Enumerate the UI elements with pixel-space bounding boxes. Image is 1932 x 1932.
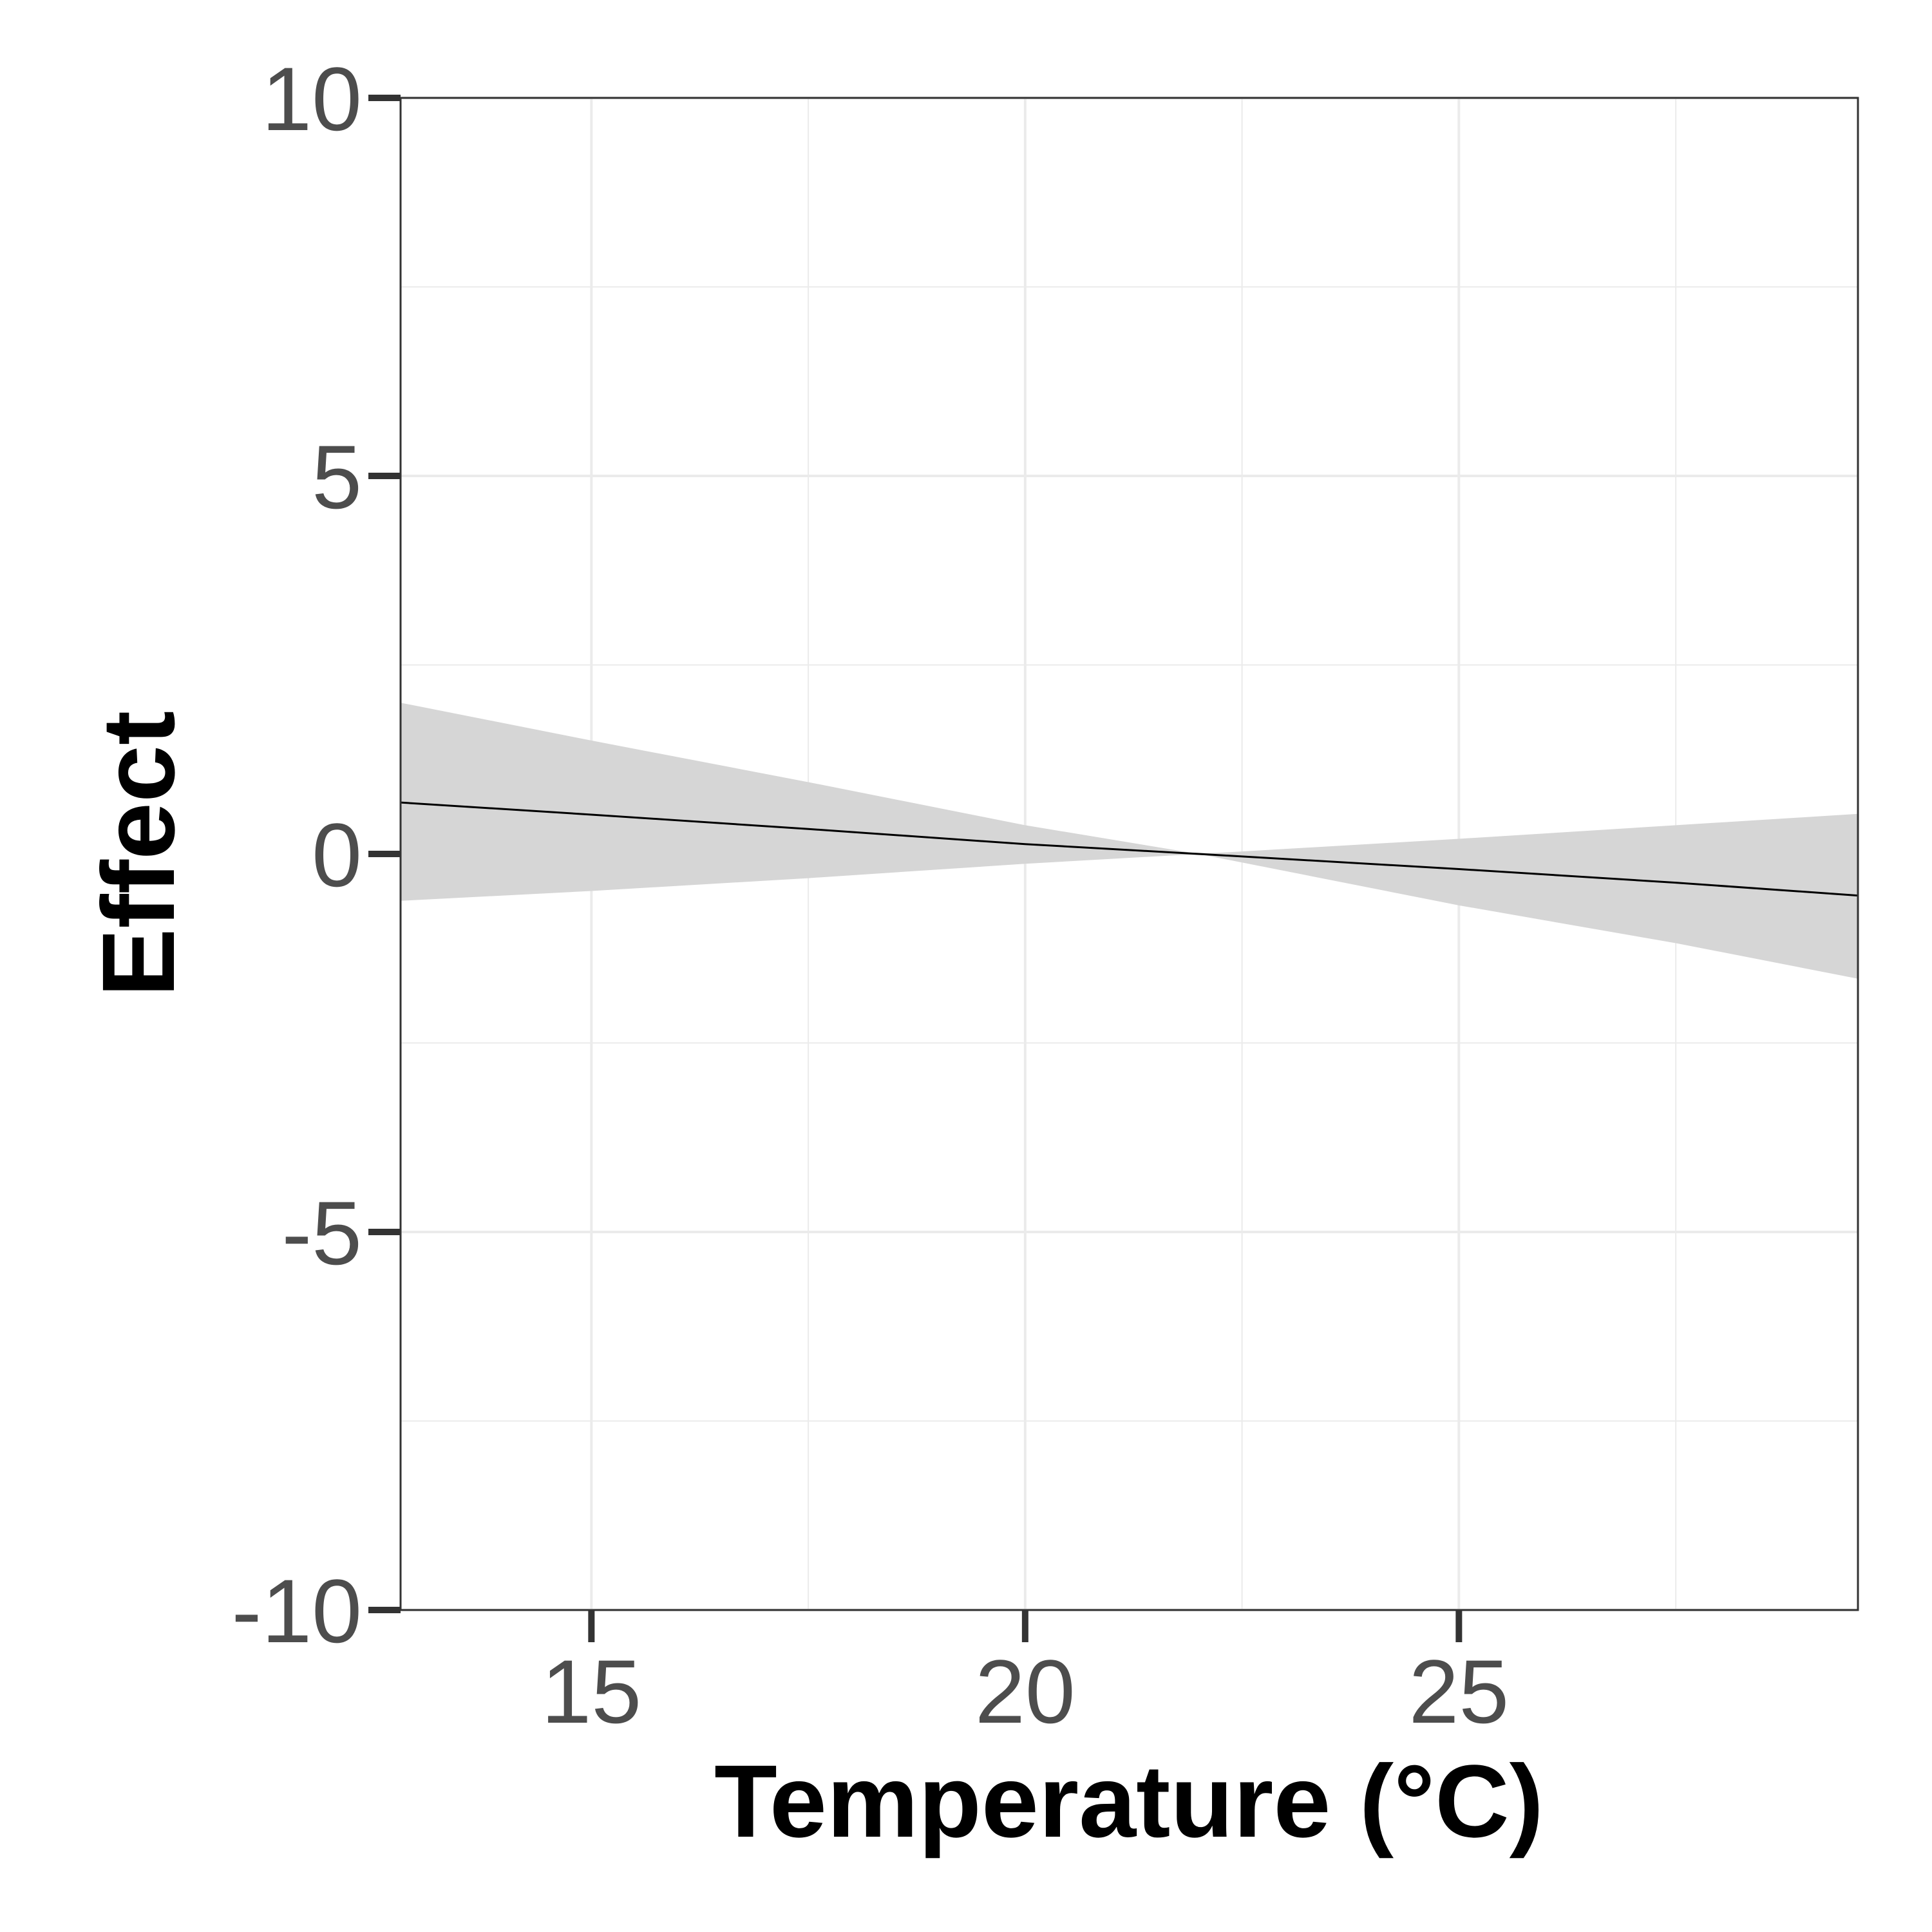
y-tick-label: -5 <box>282 1182 362 1283</box>
y-axis-title: Effect <box>80 711 196 998</box>
x-tick-label: 20 <box>975 1641 1075 1742</box>
confidence-band <box>401 703 1858 979</box>
x-axis-ticks: 15 20 25 <box>541 1610 1509 1742</box>
y-tick-label: -10 <box>232 1560 362 1662</box>
effect-line-layer <box>400 801 1859 897</box>
y-tick-label: 10 <box>261 48 362 149</box>
x-tick-label: 25 <box>1409 1641 1510 1742</box>
y-tick-label: 5 <box>312 426 362 527</box>
x-axis-title: Temperature (°C) <box>714 1743 1544 1859</box>
y-axis-ticks: -10 -5 0 5 10 <box>232 48 401 1662</box>
effect-line <box>400 801 1859 897</box>
confidence-band-layer <box>401 703 1858 979</box>
y-tick-label: 0 <box>312 804 362 905</box>
x-tick-label: 15 <box>541 1641 641 1742</box>
